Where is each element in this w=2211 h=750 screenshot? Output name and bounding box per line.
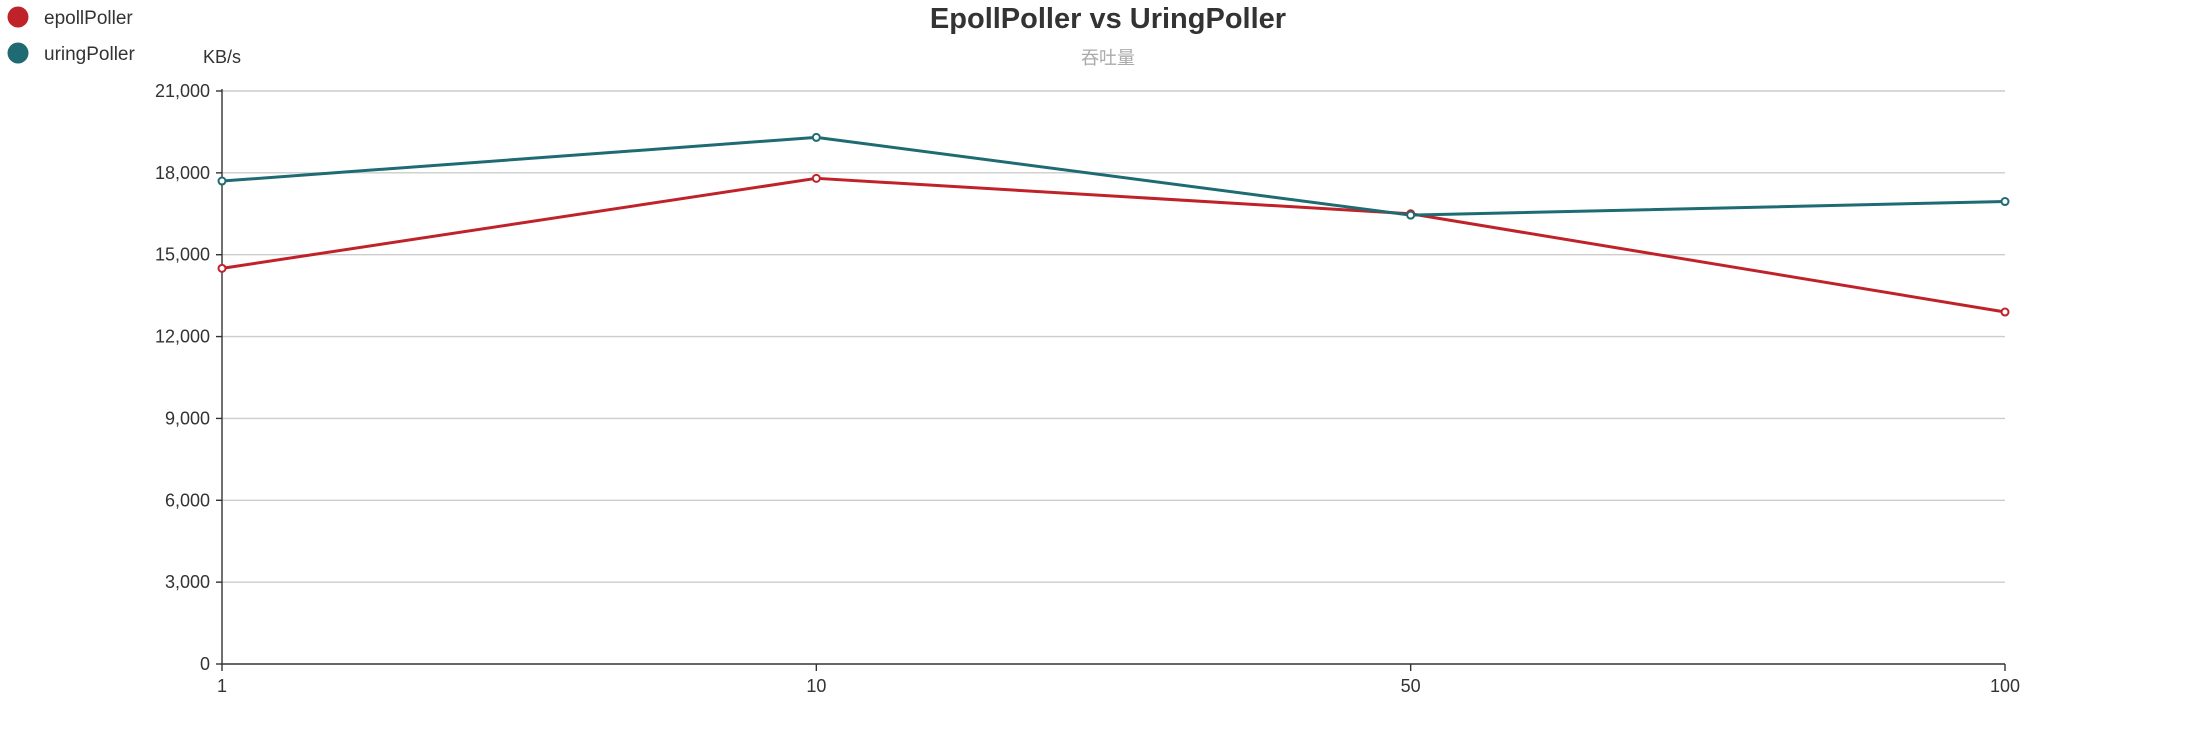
legend-item-epollPoller[interactable]: epollPoller [7, 6, 134, 30]
data-point-uringPoller[interactable] [1406, 210, 1416, 220]
legend-marker [7, 42, 29, 64]
y-axis-label: KB/s [203, 47, 241, 67]
y-tick-label: 15,000 [155, 245, 210, 265]
series-line-epollPoller [221, 176, 2006, 314]
series [217, 132, 2010, 317]
x-tick-label: 10 [806, 676, 826, 696]
x-tick-label: 50 [1401, 676, 1421, 696]
y-tick-label: 0 [200, 654, 210, 674]
y-tick-label: 3,000 [165, 572, 210, 592]
y-tick-label: 6,000 [165, 490, 210, 510]
y-tick-label: 21,000 [155, 81, 210, 101]
data-point-epollPoller[interactable] [217, 263, 227, 273]
chart-subtitle: 吞吐量 [1081, 48, 1135, 68]
data-point-uringPoller[interactable] [2000, 197, 2010, 207]
data-point-epollPoller[interactable] [2000, 307, 2010, 317]
grid-lines [222, 90, 2005, 583]
data-point-uringPoller[interactable] [811, 132, 821, 142]
chart-title: EpollPoller vs UringPoller [930, 3, 1286, 35]
y-tick-label: 9,000 [165, 408, 210, 428]
legend-label: epollPoller [44, 8, 133, 29]
legend-label: uringPoller [44, 44, 135, 65]
legend-item-uringPoller[interactable]: uringPoller [7, 42, 136, 66]
data-point-epollPoller[interactable] [811, 173, 821, 183]
series-line-uringPoller [221, 135, 2006, 217]
legend-marker [7, 6, 29, 28]
y-tick-label: 18,000 [155, 163, 210, 183]
x-tick-label: 100 [1990, 676, 2020, 696]
x-tick-label: 1 [217, 676, 227, 696]
data-point-uringPoller[interactable] [217, 176, 227, 186]
axes: 0 3,000 6,000 9,000 12,000 15,000 18,000 21,000… [155, 81, 2020, 696]
y-tick-label: 12,000 [155, 327, 210, 347]
legend[interactable]: epollPoller uringPoller [7, 6, 136, 66]
